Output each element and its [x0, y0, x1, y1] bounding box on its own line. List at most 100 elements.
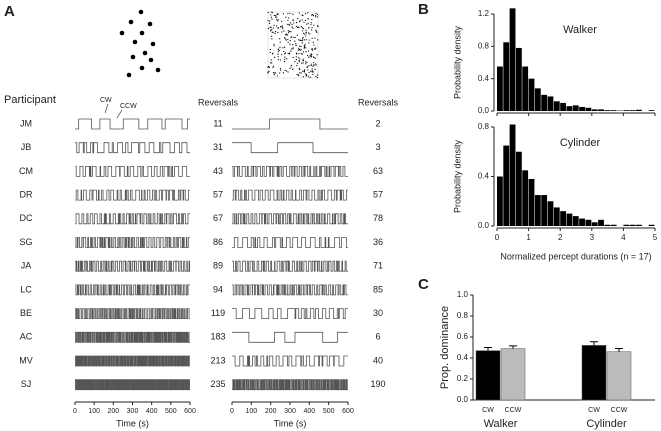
- dot: [301, 40, 303, 42]
- dot: [287, 41, 289, 43]
- count-header: Reversals: [198, 97, 239, 107]
- dot: [301, 62, 303, 64]
- dot: [303, 47, 305, 49]
- dot: [299, 72, 301, 74]
- dot: [284, 52, 287, 54]
- dot: [298, 12, 300, 14]
- dot: [292, 47, 294, 49]
- dot: [314, 37, 316, 39]
- dot: [295, 25, 297, 28]
- dot: [304, 19, 307, 22]
- dot: [299, 68, 301, 71]
- dot: [291, 23, 293, 25]
- dot: [277, 55, 279, 58]
- panel-label: C: [418, 276, 429, 293]
- chart-title: Cylinder: [560, 137, 601, 149]
- dot: [271, 18, 273, 20]
- histogram-bar: [522, 170, 529, 226]
- percept-trace: [232, 331, 348, 343]
- dot: [290, 50, 292, 52]
- dot: [305, 73, 308, 76]
- participant-label: CM: [19, 166, 33, 176]
- dot: [271, 35, 273, 37]
- dot: [273, 74, 275, 76]
- percept-trace: [232, 189, 348, 201]
- y-tick-label: 0.4: [478, 74, 490, 83]
- dot: [301, 27, 303, 29]
- histogram-bar: [515, 151, 522, 226]
- x-tick-label: 500: [323, 408, 335, 415]
- dot: [305, 35, 307, 37]
- dot: [312, 71, 315, 73]
- dot: [296, 34, 298, 36]
- dot: [287, 19, 289, 21]
- dot: [300, 45, 302, 48]
- dot: [269, 20, 271, 22]
- dot: [282, 13, 284, 15]
- dot: [307, 56, 310, 58]
- dot: [304, 43, 306, 45]
- dot: [287, 38, 289, 41]
- dot: [312, 56, 315, 58]
- dot: [273, 43, 275, 45]
- dot: [312, 62, 315, 64]
- histogram-bar: [509, 8, 516, 111]
- dot: [268, 66, 271, 69]
- participant-label: JB: [21, 142, 32, 152]
- histogram-bar: [629, 224, 636, 226]
- reversal-count: 85: [373, 284, 383, 294]
- participant-label: DR: [20, 189, 33, 199]
- x-tick-label: 3: [590, 233, 595, 242]
- dot: [305, 39, 307, 41]
- dot: [302, 62, 304, 64]
- dot: [288, 30, 291, 33]
- dot: [271, 12, 273, 14]
- dot: [282, 28, 284, 30]
- dot: [300, 53, 302, 55]
- dot: [305, 61, 307, 63]
- dot: [268, 70, 270, 73]
- histogram-bar: [553, 101, 560, 111]
- dot: [274, 32, 276, 34]
- x-tick-label: 0: [73, 408, 77, 415]
- dot: [286, 34, 289, 36]
- dot: [296, 53, 298, 55]
- dot: [306, 66, 308, 69]
- dot: [271, 28, 273, 30]
- histogram-bar: [566, 213, 573, 226]
- dot: [315, 15, 317, 17]
- dot: [292, 27, 294, 29]
- x-tick-label: 100: [245, 408, 257, 415]
- dot: [310, 63, 312, 65]
- dot: [306, 54, 309, 57]
- dot: [305, 47, 307, 49]
- dot: [308, 32, 310, 34]
- percept-trace: [75, 331, 190, 343]
- participant-label: MV: [19, 355, 33, 365]
- dot: [269, 51, 271, 54]
- bar: [606, 351, 632, 401]
- dot: [281, 20, 283, 22]
- stimulus-frame: [267, 11, 319, 79]
- reversal-count: 235: [210, 379, 225, 389]
- reversal-count: 43: [213, 166, 223, 176]
- dot: [284, 53, 286, 55]
- dot: [294, 36, 296, 39]
- dot: [311, 19, 313, 21]
- row-header: Participant: [4, 94, 56, 106]
- dot: [315, 16, 317, 18]
- histogram-bar: [579, 218, 585, 226]
- dot: [315, 63, 317, 65]
- dot: [271, 62, 273, 64]
- dot: [275, 14, 277, 17]
- histogram-bar: [572, 105, 579, 111]
- dot: [272, 72, 275, 74]
- x-tick-label: CCW: [611, 407, 628, 414]
- histogram-bar: [598, 219, 604, 226]
- dot: [287, 71, 289, 73]
- dot: [307, 18, 309, 20]
- dot: [284, 56, 286, 58]
- dot: [295, 43, 297, 45]
- dot: [290, 48, 293, 50]
- y-axis-label: Probability density: [452, 139, 462, 213]
